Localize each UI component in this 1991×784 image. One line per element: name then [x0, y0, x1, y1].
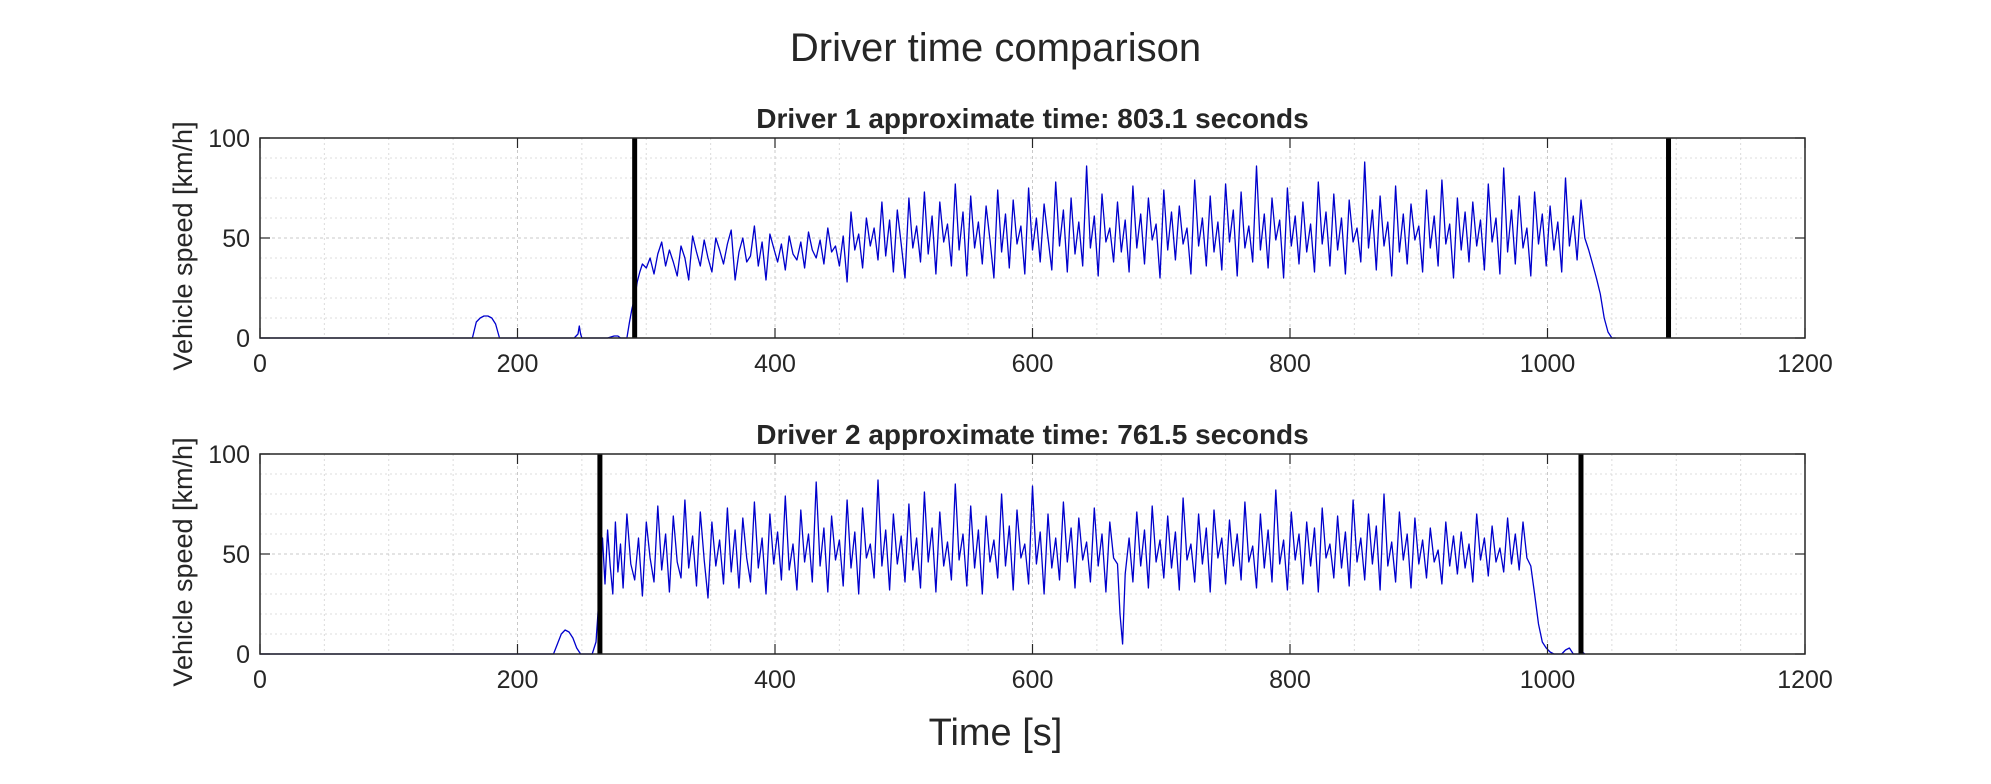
speed-line	[260, 161, 1616, 339]
x-tick-label: 400	[754, 350, 796, 378]
figure-title: Driver time comparison	[789, 26, 1202, 70]
y-tick-label: 100	[208, 125, 250, 153]
y-tick-label: 50	[222, 225, 250, 253]
x-tick-label: 400	[754, 666, 796, 694]
panel-2: 0 200 400 600 800 1000 1200 0 50 100 Driver 2 appr…	[168, 419, 1833, 694]
y-tick-label: 0	[236, 641, 250, 669]
y-tick-label: 0	[236, 325, 250, 353]
x-tick-label: 600	[1012, 666, 1054, 694]
y-axis-label: Vehicle speed [km/h]	[168, 437, 198, 686]
panel-title: Driver 1 approximate time: 803.1 seconds	[756, 103, 1308, 134]
x-tick-label: 200	[497, 350, 539, 378]
x-tick-label: 600	[1012, 350, 1054, 378]
x-tick-label: 1200	[1777, 350, 1833, 378]
x-tick-label: 0	[253, 350, 267, 378]
x-tick-label: 800	[1269, 350, 1311, 378]
x-axis-label: Time [s]	[928, 712, 1063, 754]
x-tick-label: 200	[497, 666, 539, 694]
panel-1: 0 200 400 600 800 1000 1200 0 50 100 Driver 1 appr…	[168, 103, 1833, 378]
x-tick-label: 1000	[1520, 666, 1576, 694]
x-tick-label: 1200	[1777, 666, 1833, 694]
speed-line	[260, 479, 1586, 655]
x-tick-label: 800	[1269, 666, 1311, 694]
y-tick-label: 50	[222, 541, 250, 569]
y-tick-label: 100	[208, 441, 250, 469]
x-tick-label: 1000	[1520, 350, 1576, 378]
panel-title: Driver 2 approximate time: 761.5 seconds	[756, 419, 1308, 450]
x-tick-label: 0	[253, 666, 267, 694]
y-axis-label: Vehicle speed [km/h]	[168, 121, 198, 370]
